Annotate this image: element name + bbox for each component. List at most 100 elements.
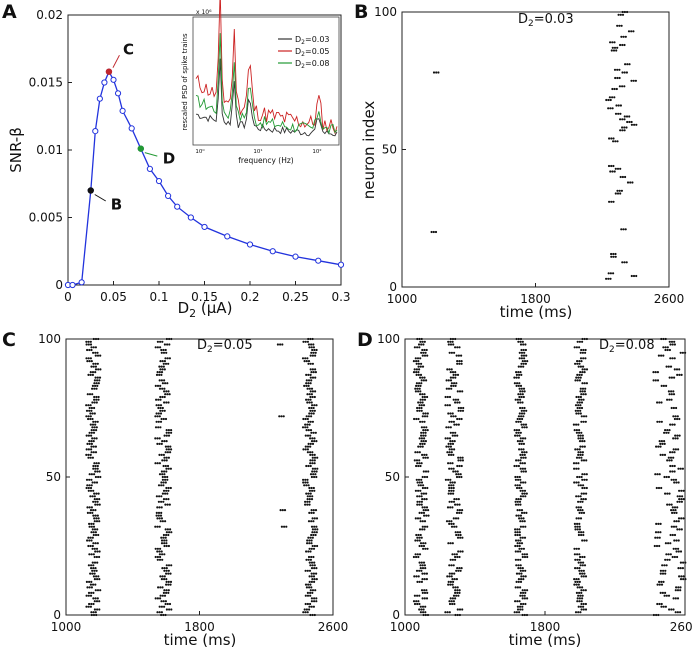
- spike-dot: [450, 575, 453, 578]
- spike-dot: [578, 360, 581, 363]
- spike-dot: [418, 580, 421, 584]
- spike-dot: [576, 401, 579, 404]
- spike-dot: [98, 555, 101, 559]
- spike-dot: [669, 456, 673, 459]
- spike-dot: [448, 351, 451, 354]
- spike-dot: [309, 373, 312, 376]
- spike-dot: [91, 569, 94, 572]
- panel-c-title: D2=0.05: [197, 338, 253, 355]
- spike-dot: [168, 608, 171, 611]
- spike-dot: [671, 533, 674, 537]
- spike-dot: [94, 611, 97, 614]
- spike-dot: [454, 591, 457, 595]
- spike-dot: [309, 337, 312, 341]
- panel-d-title: D2=0.08: [599, 338, 655, 355]
- spike-dot: [581, 555, 584, 559]
- spike-dot: [305, 429, 308, 432]
- spike-dot: [417, 362, 420, 365]
- spike-dot: [90, 591, 93, 595]
- spike-dot: [90, 478, 93, 481]
- spike-dot: [422, 509, 425, 512]
- spike-dot: [97, 395, 100, 399]
- spike-dot: [455, 553, 458, 556]
- spike-dot: [454, 531, 457, 534]
- spike-dot: [170, 431, 173, 434]
- spike-dot: [159, 514, 163, 517]
- spike-dot: [523, 412, 526, 415]
- spike-dot: [519, 520, 522, 523]
- spike-dot: [577, 404, 580, 407]
- spike-dot: [92, 451, 95, 454]
- spike-dot: [165, 533, 168, 537]
- spike-dot: [95, 547, 99, 550]
- spike-dot: [577, 517, 580, 520]
- spike-dot: [313, 437, 316, 440]
- spike-dot: [516, 528, 519, 531]
- spike-dot: [417, 343, 421, 346]
- spike-dot: [422, 613, 425, 617]
- spike-dot: [576, 340, 579, 343]
- spike-dot: [516, 484, 519, 487]
- spike-dot: [521, 553, 524, 556]
- spike-dot: [521, 489, 524, 492]
- spike-dot: [518, 528, 521, 531]
- spike-dot: [670, 525, 673, 528]
- spike-dot: [280, 525, 283, 528]
- spike-dot: [613, 41, 616, 44]
- spike-dot: [447, 542, 450, 545]
- spike-dot: [578, 373, 581, 376]
- spike-dot: [524, 591, 527, 595]
- spike-dot: [450, 525, 454, 528]
- spike-dot: [96, 542, 99, 545]
- spike-dot: [516, 434, 519, 437]
- spike-dot: [522, 525, 525, 528]
- spike-dot: [158, 387, 162, 390]
- spike-dot: [420, 462, 423, 465]
- spike-dot: [621, 13, 625, 16]
- spike-dot: [94, 475, 97, 479]
- spike-dot: [422, 412, 425, 415]
- spike-dot: [575, 423, 578, 426]
- spike-dot: [157, 406, 160, 410]
- spike-dot: [94, 384, 97, 387]
- spike-dot: [421, 420, 424, 423]
- spike-dot: [163, 575, 166, 578]
- spike-dot: [576, 600, 579, 603]
- spike-dot: [94, 368, 98, 371]
- spike-dot: [311, 578, 314, 581]
- spike-dot: [309, 362, 312, 365]
- spike-dot: [521, 492, 524, 495]
- spike-dot: [660, 420, 663, 423]
- spike-dot: [576, 567, 579, 570]
- spike-dot: [451, 337, 455, 341]
- spike-dot: [311, 376, 315, 379]
- spike-dot: [99, 368, 102, 371]
- spike-dot: [522, 602, 525, 606]
- spike-dot: [163, 434, 166, 437]
- spike-dot: [164, 445, 167, 448]
- spike-dot: [420, 580, 423, 584]
- spike-dot: [420, 362, 423, 365]
- spike-dot: [677, 550, 680, 553]
- spike-dot: [424, 613, 427, 617]
- spike-dot: [423, 395, 426, 399]
- spike-dot: [312, 511, 315, 514]
- spike-dot: [454, 373, 457, 376]
- spike-dot: [663, 442, 666, 445]
- spike-dot: [167, 572, 170, 575]
- spike-dot: [519, 420, 522, 423]
- spike-dot: [679, 586, 682, 589]
- spike-dot: [515, 337, 518, 341]
- spike-dot: [619, 167, 622, 170]
- spike-dot: [524, 362, 528, 365]
- spike-dot: [521, 440, 524, 443]
- spike-dot: [165, 401, 168, 404]
- spike-dot: [516, 531, 519, 534]
- spike-dot: [524, 456, 527, 459]
- spike-dot: [422, 608, 425, 611]
- spike-dot: [313, 578, 316, 581]
- spike-dot: [92, 362, 95, 365]
- spike-dot: [516, 417, 519, 421]
- spike-dot: [161, 340, 164, 343]
